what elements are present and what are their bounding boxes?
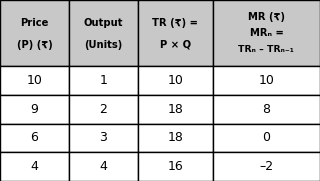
Text: 4: 4 xyxy=(30,160,38,173)
Bar xyxy=(213,0,320,66)
Text: 3: 3 xyxy=(99,131,107,144)
Text: MR (₹): MR (₹) xyxy=(248,12,285,22)
Bar xyxy=(138,123,213,152)
Text: TRₙ – TRₙ₋₁: TRₙ – TRₙ₋₁ xyxy=(238,45,294,54)
Bar xyxy=(213,152,320,181)
Bar xyxy=(69,0,138,66)
Text: 10: 10 xyxy=(167,74,183,87)
Bar xyxy=(0,123,69,152)
Text: 1: 1 xyxy=(99,74,107,87)
Bar xyxy=(213,66,320,95)
Bar xyxy=(213,123,320,152)
Text: –2: –2 xyxy=(259,160,274,173)
Text: 18: 18 xyxy=(167,103,183,116)
Bar xyxy=(0,95,69,123)
Bar xyxy=(69,123,138,152)
Text: 0: 0 xyxy=(262,131,270,144)
Bar xyxy=(0,152,69,181)
Text: 6: 6 xyxy=(30,131,38,144)
Bar xyxy=(138,95,213,123)
Text: 8: 8 xyxy=(262,103,270,116)
Text: 10: 10 xyxy=(259,74,274,87)
Bar xyxy=(0,0,69,66)
Text: Output: Output xyxy=(84,18,123,28)
Text: (P) (₹): (P) (₹) xyxy=(17,40,52,50)
Bar xyxy=(213,95,320,123)
Text: TR (₹) =: TR (₹) = xyxy=(152,18,198,28)
Bar xyxy=(69,66,138,95)
Text: (Units): (Units) xyxy=(84,40,122,50)
Bar xyxy=(138,152,213,181)
Text: 16: 16 xyxy=(167,160,183,173)
Bar xyxy=(69,152,138,181)
Text: 2: 2 xyxy=(99,103,107,116)
Text: Price: Price xyxy=(20,18,49,28)
Bar xyxy=(138,0,213,66)
Text: 4: 4 xyxy=(99,160,107,173)
Text: 9: 9 xyxy=(30,103,38,116)
Bar xyxy=(138,66,213,95)
Bar xyxy=(69,95,138,123)
Text: 18: 18 xyxy=(167,131,183,144)
Text: 10: 10 xyxy=(27,74,42,87)
Text: P × Q: P × Q xyxy=(160,40,191,50)
Text: MRₙ =: MRₙ = xyxy=(250,28,283,38)
Bar xyxy=(0,66,69,95)
